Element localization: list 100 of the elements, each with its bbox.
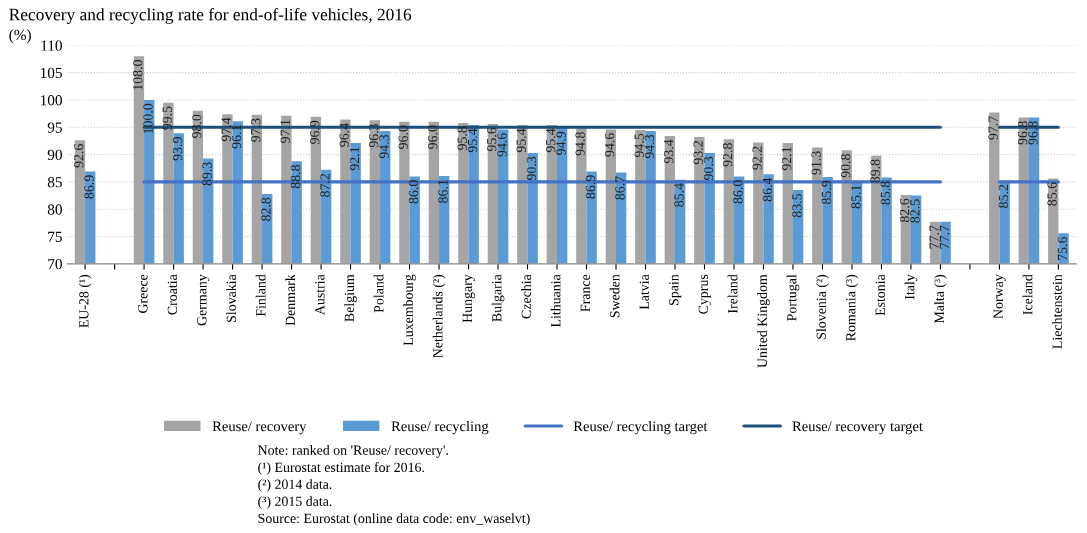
y-tick-label: 75 [48, 231, 62, 242]
text: Note: ranked on 'Reuse/ recovery'. [258, 445, 448, 458]
data-label: 90.8 [840, 154, 851, 178]
data-label: 95.4 [516, 128, 526, 153]
data-label: 96.8 [1028, 121, 1038, 145]
data-label: 97.1 [280, 119, 290, 143]
data-label: 96.9 [310, 120, 320, 145]
data-label: 86.1 [438, 179, 448, 203]
x-tick-label: Norway [993, 274, 1006, 319]
data-label: 93.2 [693, 141, 703, 165]
data-label: 90.3 [703, 156, 714, 181]
x-tick-label: France [580, 274, 590, 312]
data-label: 96.0 [427, 125, 438, 149]
data-label: 85.1 [851, 185, 861, 209]
data-label: 87.2 [320, 173, 330, 197]
data-label: 89.3 [202, 162, 212, 186]
data-label: 85.2 [998, 184, 1009, 208]
data-label: 97.3 [251, 118, 261, 142]
x-tick-label: Iceland [1022, 274, 1033, 315]
data-label: 93.9 [172, 137, 183, 161]
x-tick-label: United Kingdom [757, 274, 770, 368]
data-label: 88.8 [290, 164, 301, 189]
x-tick-label: Sweden [609, 274, 620, 318]
data-label: 82.5 [910, 199, 920, 223]
data-label: 100.0 [143, 103, 153, 134]
x-tick-label: Slovenia (²) [816, 274, 829, 339]
data-label: 97.4 [221, 117, 231, 142]
y-tick-label: 70 [48, 258, 62, 270]
x-tick-label: Netherlands (²) [432, 274, 446, 358]
x-tick-label: Estonia [875, 274, 885, 316]
data-label: 108.0 [133, 60, 143, 90]
data-label: 91.3 [811, 151, 821, 175]
data-label: 86.9 [585, 175, 596, 199]
y-tick-label: 100 [40, 95, 62, 106]
data-label: 82.6 [899, 198, 910, 223]
data-label: 96.8 [1017, 121, 1028, 145]
data-label: 92.8 [722, 143, 733, 167]
x-tick-label: Latvia [639, 274, 649, 310]
x-tick-label: Finland [255, 274, 266, 317]
x-tick-label: EU-28 (¹) [78, 274, 92, 328]
data-label: 77.7 [929, 225, 939, 249]
data-label: 94.3 [644, 134, 655, 159]
data-label: 94.3 [379, 134, 389, 159]
data-label: 94.8 [575, 132, 585, 156]
legend-label: Reuse/ recovery target [792, 421, 923, 435]
data-label: 97.7 [988, 116, 998, 140]
text: (¹) Eurostat estimate for 2016. [258, 462, 425, 475]
x-tick-label: Austria [315, 274, 325, 315]
data-label: 86.7 [615, 176, 625, 200]
data-label: 96.0 [398, 125, 408, 149]
data-label: 92.2 [752, 146, 762, 170]
data-label: 96.4 [339, 123, 349, 147]
y-tick-label: 105 [40, 67, 62, 79]
legend-label: Reuse/ recycling target [573, 420, 708, 435]
x-tick-label: Slovakia [226, 274, 237, 322]
data-label: 94.6 [497, 133, 507, 157]
data-label: 94.9 [556, 131, 566, 155]
data-label: 93.4 [663, 139, 674, 164]
x-tick-label: Luxembourg [403, 274, 416, 346]
y-axis-title: (%) [9, 29, 31, 44]
x-tick-label: Romania (³) [845, 274, 859, 341]
x-tick-label: Denmark [285, 274, 296, 326]
data-label: 95.6 [487, 127, 497, 152]
chart-title: Recovery and recycling rate for end-of-life vehicles, 2016 [9, 7, 412, 24]
data-label: 82.8 [261, 197, 271, 221]
data-label: 92.6 [74, 144, 84, 168]
x-tick-label: Bulgaria [491, 274, 505, 322]
x-tick-label: Liechtenstein [1052, 274, 1062, 349]
data-label: 85.8 [880, 181, 891, 205]
x-tick-label: Italy [904, 274, 918, 300]
data-label: 95.8 [457, 126, 467, 151]
data-label: 92.1 [781, 147, 792, 171]
x-tick-label: Cyprus [698, 274, 711, 314]
x-tick-label: Czechia [521, 274, 531, 319]
data-label: 83.5 [792, 193, 802, 218]
x-tick-label: Germany [197, 274, 210, 326]
data-label: 98.0 [192, 114, 202, 138]
data-label: 86.4 [762, 177, 773, 202]
text: (³) 2015 data. [258, 496, 332, 509]
x-tick-label: Croatia [167, 274, 178, 315]
data-label: 96.1 [231, 125, 242, 149]
data-label: 92.1 [349, 147, 360, 171]
data-label: 86.0 [733, 180, 743, 204]
x-tick-label: Belgium [344, 274, 357, 322]
source-note: Source: Eurostat (online data code: env_waselvt) [258, 513, 530, 526]
x-tick-label: Malta (³) [934, 274, 947, 324]
x-tick-label: Spain [669, 274, 682, 305]
data-label: 85.4 [674, 183, 684, 207]
data-label: 86.0 [408, 180, 419, 204]
data-label: 86.9 [84, 175, 94, 199]
x-tick-label: Greece [138, 274, 148, 313]
y-tick-label: 85 [47, 177, 62, 188]
data-label: 96.3 [369, 123, 379, 148]
data-label: 95.4 [546, 128, 556, 153]
y-tick-label: 80 [47, 204, 62, 215]
data-label: 99.5 [162, 106, 172, 130]
y-tick-label: 90 [47, 149, 62, 161]
data-label: 77.7 [939, 225, 950, 249]
text: (²) 2014 data. [258, 479, 332, 492]
x-tick-label: Hungary [462, 274, 475, 323]
